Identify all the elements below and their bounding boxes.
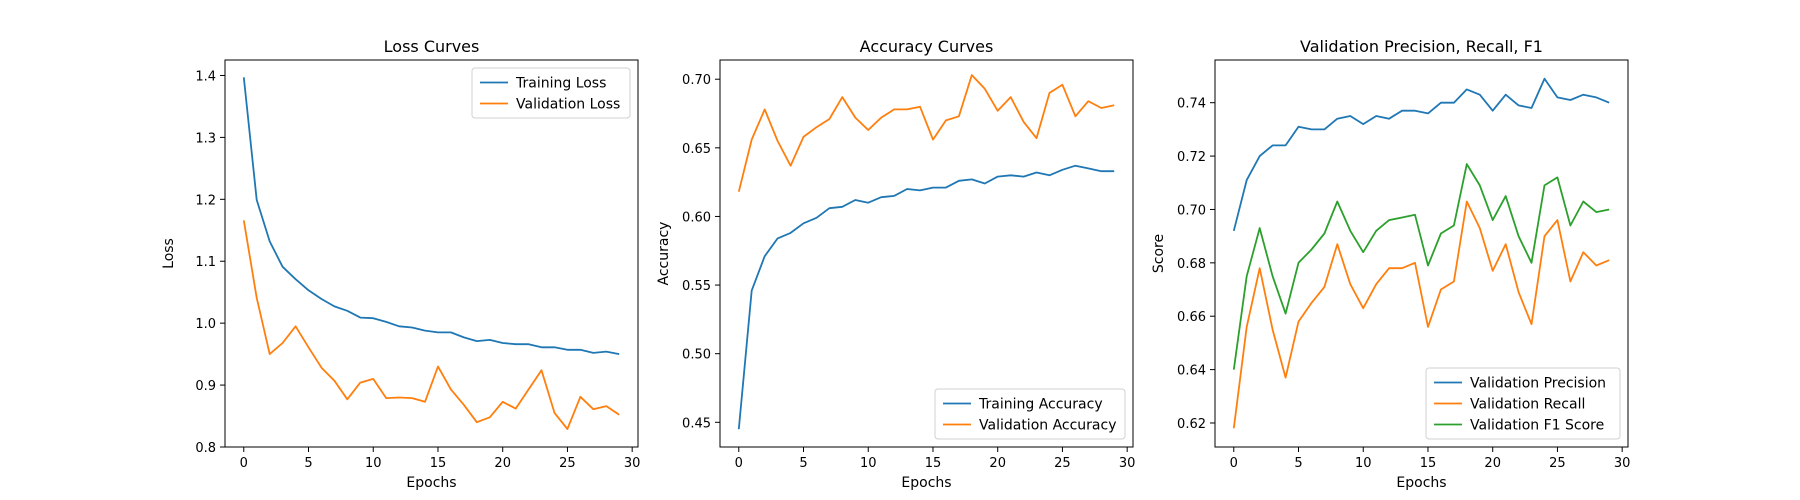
- legend-label: Validation Recall: [1470, 397, 1585, 413]
- chart-2: Accuracy Curves 0 5 10 15 20 25 30 0.45 0.50 0.55 0…: [656, 37, 1135, 491]
- y-tick-label: 0.66: [1177, 310, 1206, 325]
- x-tick-label: 0: [240, 456, 248, 471]
- y-axis-label: Loss: [161, 238, 177, 269]
- y-tick-label: 1.1: [195, 255, 216, 270]
- y-axis-label: Score: [1151, 234, 1167, 273]
- x-tick-label: 15: [430, 456, 447, 471]
- y-tick-label: 0.8: [195, 441, 216, 456]
- x-tick-label: 15: [925, 456, 942, 471]
- legend-box: [934, 388, 1126, 440]
- y-tick-label: 1.4: [195, 69, 216, 84]
- x-tick-label: 0: [1230, 456, 1238, 471]
- x-tick-label: 25: [559, 456, 576, 471]
- x-axis-label: Epochs: [901, 475, 951, 491]
- legend: Training Loss Validation Loss: [471, 67, 631, 119]
- plot-frame: [224, 59, 639, 448]
- legend-label: Validation Accuracy: [979, 418, 1117, 434]
- y-tick-label: 0.74: [1177, 97, 1206, 112]
- series-line-1: [242, 77, 620, 355]
- series-line-1: [737, 164, 1115, 430]
- series-line-3: [1232, 163, 1610, 370]
- y-axis-label: Accuracy: [656, 222, 672, 286]
- x-axis-label: Epochs: [1396, 475, 1446, 491]
- legend-label: Validation Loss: [516, 97, 620, 113]
- series-line-2: [1232, 200, 1610, 429]
- y-tick-label: 0.50: [682, 348, 711, 363]
- chart-title: Accuracy Curves: [860, 37, 994, 56]
- legend-label: Training Loss: [515, 76, 606, 92]
- chart-title: Validation Precision, Recall, F1: [1300, 37, 1543, 56]
- x-tick-label: 10: [1355, 456, 1372, 471]
- chart-title: Loss Curves: [384, 37, 480, 56]
- series-line-2: [737, 74, 1115, 192]
- x-tick-label: 30: [1614, 456, 1631, 471]
- x-tick-label: 30: [624, 456, 641, 471]
- y-tick-label: 0.9: [195, 379, 216, 394]
- x-tick-label: 5: [304, 456, 312, 471]
- x-tick-label: 10: [365, 456, 382, 471]
- x-tick-label: 15: [1420, 456, 1437, 471]
- legend-box: [1425, 367, 1621, 440]
- x-axis-label: Epochs: [406, 475, 456, 491]
- x-tick-label: 5: [799, 456, 807, 471]
- legend-label: Validation F1 Score: [1470, 418, 1604, 434]
- y-tick-label: 0.62: [1177, 417, 1206, 432]
- x-tick-label: 5: [1294, 456, 1302, 471]
- y-tick-label: 0.72: [1177, 150, 1206, 165]
- series-line-1: [1232, 77, 1610, 232]
- legend-label: Training Accuracy: [978, 397, 1103, 413]
- series-line-2: [242, 220, 620, 430]
- x-tick-label: 30: [1119, 456, 1136, 471]
- legend: Training Accuracy Validation Accuracy: [934, 388, 1126, 440]
- y-tick-label: 0.68: [1177, 257, 1206, 272]
- x-tick-label: 25: [1549, 456, 1566, 471]
- y-tick-label: 0.70: [682, 73, 711, 88]
- plot-frame: [1214, 59, 1629, 448]
- x-tick-label: 25: [1054, 456, 1071, 471]
- x-tick-label: 10: [860, 456, 877, 471]
- x-tick-label: 20: [989, 456, 1006, 471]
- chart-3: Validation Precision, Recall, F1 0 5 10 15 20…: [1151, 37, 1630, 491]
- y-tick-label: 0.70: [1177, 203, 1206, 218]
- x-tick-label: 0: [735, 456, 743, 471]
- y-tick-label: 1.0: [195, 317, 216, 332]
- legend-box: [471, 67, 631, 119]
- y-tick-label: 0.55: [682, 279, 711, 294]
- y-tick-label: 1.3: [195, 131, 216, 146]
- y-tick-label: 0.60: [682, 210, 711, 225]
- plot-frame: [719, 59, 1134, 448]
- legend: Validation Precision Validation Recall Val…: [1425, 367, 1621, 440]
- y-tick-label: 1.2: [195, 193, 216, 208]
- y-tick-label: 0.45: [682, 416, 711, 431]
- legend-label: Validation Precision: [1470, 376, 1606, 392]
- y-tick-label: 0.65: [682, 142, 711, 157]
- x-tick-label: 20: [1484, 456, 1501, 471]
- y-tick-label: 0.64: [1177, 364, 1206, 379]
- x-tick-label: 20: [494, 456, 511, 471]
- chart-1: Loss Curves 0 5 10 15 20 25 30 0.8 0.9 1.0 1.1 1.2 1.…: [161, 37, 640, 491]
